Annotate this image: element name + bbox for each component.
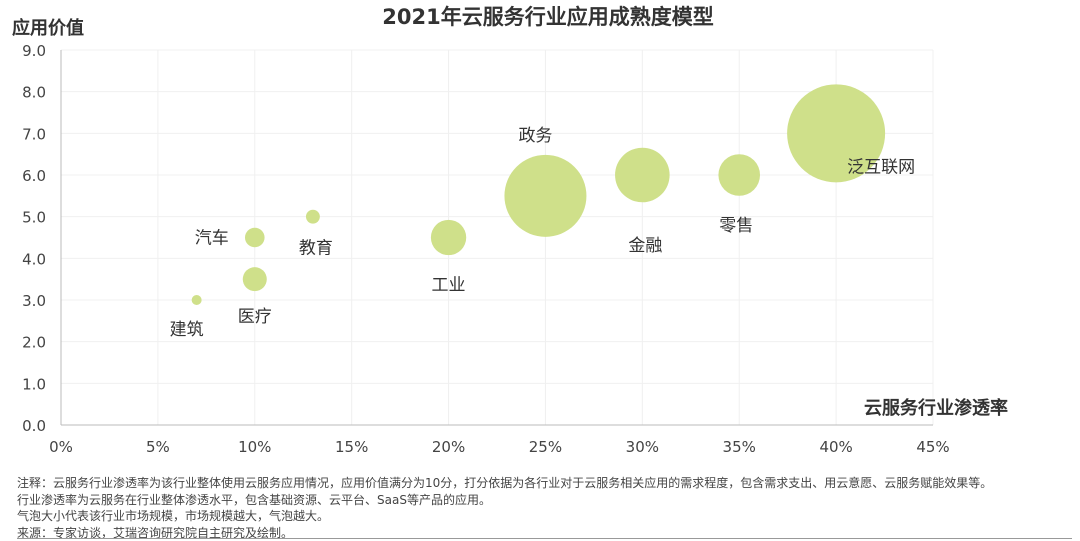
bubble — [504, 154, 587, 237]
note-line: 行业渗透率为云服务在行业整体渗透水平，包含基础资源、云平台、SaaS等产品的应用… — [17, 492, 491, 507]
bubble-chart: 0% 5% 10% 15% 20% 25% 30% 35% 40% 45% 0.0 1.0 2.0 3.0… — [12, 5, 1008, 456]
x-tick-label: 10% — [238, 438, 271, 456]
chart-title: 2021年云服务行业应用成熟度模型 — [382, 5, 713, 29]
y-tick-label: 8.0 — [22, 84, 46, 102]
x-axis-label: 云服务行业渗透率 — [864, 397, 1008, 419]
bubble — [244, 227, 265, 248]
y-tick-label: 0.0 — [22, 417, 46, 435]
x-tick-label: 25% — [529, 438, 562, 456]
note-line: 注释：云服务行业渗透率为该行业整体使用云服务应用情况，应用价值满分为10分，打分… — [17, 476, 993, 490]
notes: 注释：云服务行业渗透率为该行业整体使用云服务应用情况，应用价值满分为10分，打分… — [17, 475, 992, 541]
bubble — [430, 219, 467, 256]
y-tick-label: 7.0 — [22, 125, 46, 143]
bubble-label: 建筑 — [170, 320, 204, 340]
bubble-label: 教育 — [299, 239, 333, 259]
x-tick-label: 15% — [335, 438, 368, 456]
bubble-label: 零售 — [719, 216, 753, 236]
x-tick-label: 0% — [49, 438, 73, 456]
bubble — [191, 295, 202, 305]
bubble — [615, 147, 670, 203]
y-axis-label: 应用价值 — [12, 17, 84, 39]
y-tick-label: 1.0 — [22, 375, 46, 393]
bubble-label: 政务 — [518, 126, 552, 146]
y-tick-label: 2.0 — [22, 334, 46, 352]
divider — [17, 538, 1072, 539]
y-tick-label: 4.0 — [22, 250, 46, 268]
y-tick-label: 6.0 — [22, 167, 46, 185]
note-line: 气泡大小代表该行业市场规模，市场规模越大，气泡越大。 — [17, 509, 330, 523]
x-tick-label: 35% — [723, 438, 756, 456]
bubble — [787, 84, 886, 183]
bubble-label: 医疗 — [238, 307, 272, 327]
y-tick-label: 5.0 — [22, 209, 46, 227]
source-line: 来源：专家访谈，艾瑞咨询研究院自主研究及绘制。 — [17, 525, 294, 540]
bubble-label: 工业 — [432, 276, 466, 296]
x-tick-label: 40% — [819, 438, 852, 456]
y-tick-label: 9.0 — [22, 42, 46, 60]
x-tick-label: 5% — [146, 438, 170, 456]
bubble-label: 金融 — [628, 236, 662, 256]
bubble — [305, 209, 320, 224]
x-tick-label: 20% — [432, 438, 465, 456]
y-tick-label: 3.0 — [22, 292, 46, 310]
grid — [61, 49, 934, 425]
x-tick-label: 30% — [626, 438, 659, 456]
bubble-label: 泛互联网 — [847, 157, 915, 177]
bubble — [718, 154, 761, 196]
bubble — [242, 267, 267, 292]
x-tick-label: 45% — [916, 438, 949, 456]
bubble-label: 汽车 — [195, 229, 229, 249]
axes: 0% 5% 10% 15% 20% 25% 30% 35% 40% 45% 0.0 1.0 2.0 3.0… — [22, 42, 950, 456]
